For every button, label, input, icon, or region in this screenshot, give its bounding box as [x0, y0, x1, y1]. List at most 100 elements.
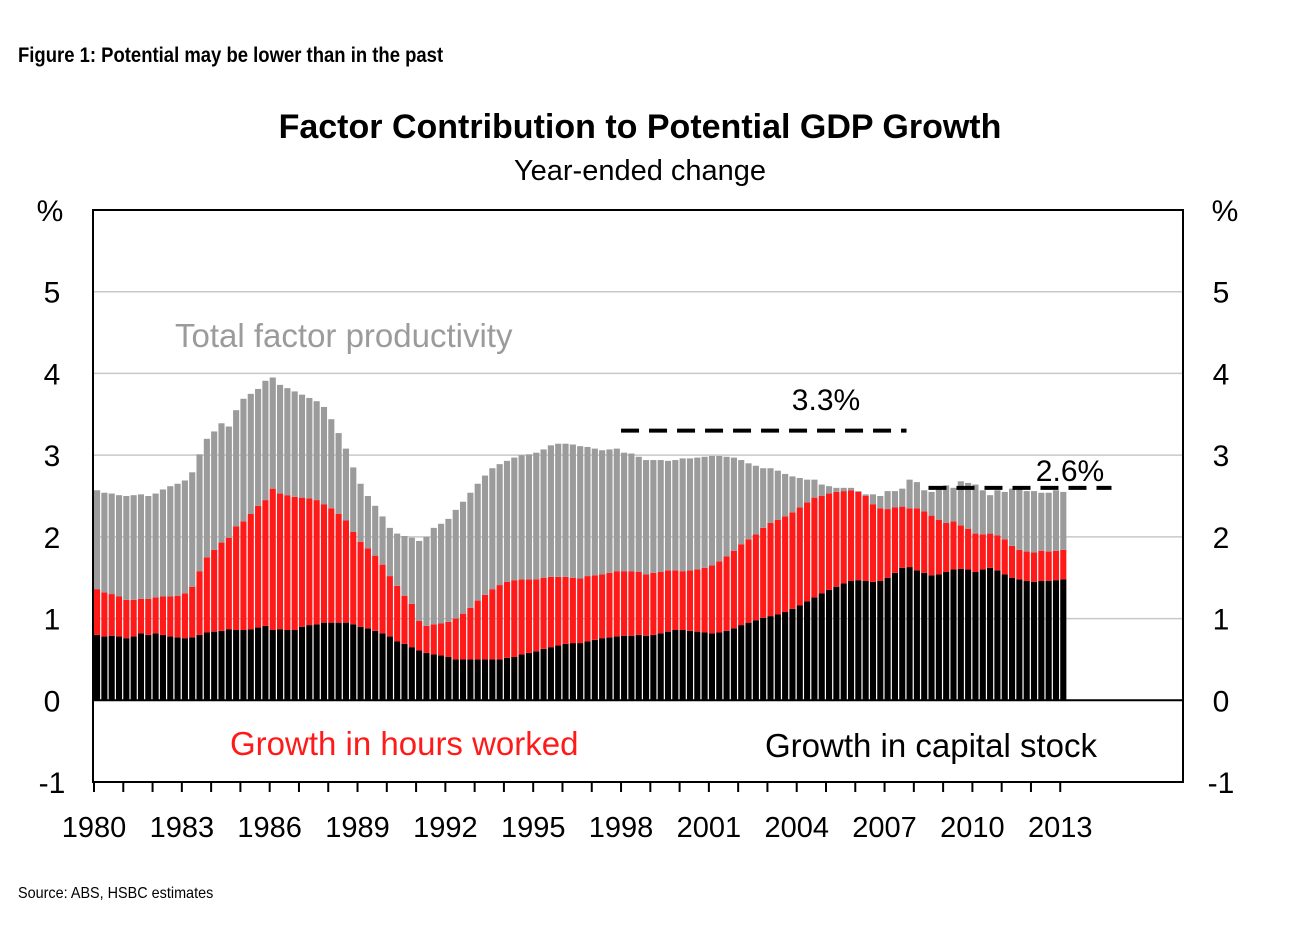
bar-tfp	[694, 457, 701, 570]
bar-capital-stock	[364, 628, 371, 701]
bar-capital-stock	[826, 589, 833, 701]
bar-hours-worked	[145, 598, 152, 635]
bar-capital-stock	[438, 655, 445, 701]
bar-tfp	[708, 455, 715, 566]
bar-hours-worked	[313, 500, 320, 625]
bar-hours-worked	[159, 596, 166, 635]
bar-hours-worked	[503, 581, 511, 658]
bar-capital-stock	[796, 605, 803, 701]
bar-tfp	[826, 486, 833, 494]
bar-tfp	[994, 490, 1001, 536]
bar-capital-stock	[269, 630, 276, 701]
bar-capital-stock	[591, 639, 598, 701]
bar-capital-stock	[233, 630, 240, 701]
bar-tfp	[320, 406, 328, 505]
bar-hours-worked	[606, 572, 613, 638]
bar-hours-worked	[657, 571, 664, 634]
axes: -1 -1 0 0 1 1 2 2 3 3 4 4 5 5 1980 1983 1986 1989 1992 1995…	[39, 277, 1235, 844]
bar-tfp	[386, 527, 393, 577]
bar-hours-worked	[167, 596, 174, 637]
bar-hours-worked	[481, 594, 489, 660]
bar-tfp	[416, 540, 423, 622]
bar-tfp	[181, 480, 188, 594]
bar-tfp	[599, 450, 606, 575]
bar-hours-worked	[591, 575, 598, 640]
bar-tfp	[760, 468, 767, 528]
bar-capital-stock	[379, 633, 386, 701]
bar-tfp	[269, 377, 276, 489]
bar-hours-worked	[562, 576, 569, 644]
bar-hours-worked	[416, 621, 423, 651]
bar-tfp	[189, 472, 196, 587]
bar-tfp	[533, 452, 540, 580]
bar-hours-worked	[496, 585, 503, 660]
bar-hours-worked	[716, 561, 723, 633]
y-tick-label-left: 5	[44, 277, 61, 310]
bar-capital-stock	[247, 629, 254, 701]
bar-hours-worked	[350, 531, 357, 625]
bar-capital-stock	[774, 614, 781, 701]
bar-hours-worked	[950, 521, 957, 570]
bar-tfp	[643, 460, 650, 575]
reference-lines: 3.3% 2.6%	[621, 384, 1112, 490]
bar-capital-stock	[320, 622, 328, 701]
bar-capital-stock	[672, 630, 679, 701]
bar-capital-stock	[211, 631, 218, 701]
bar-tfp	[262, 380, 269, 501]
bar-tfp	[701, 456, 708, 568]
bar-hours-worked	[979, 534, 986, 570]
bar-capital-stock	[240, 630, 247, 701]
bar-tfp	[913, 482, 920, 509]
bar-capital-stock	[745, 622, 752, 701]
bar-capital-stock	[298, 626, 306, 701]
bar-tfp	[628, 453, 635, 572]
bar-hours-worked	[701, 567, 708, 633]
bar-capital-stock	[1045, 580, 1052, 701]
bar-tfp	[635, 456, 642, 572]
bar-tfp	[313, 401, 320, 501]
bar-capital-stock	[701, 632, 708, 701]
bar-capital-stock	[181, 638, 188, 701]
bar-hours-worked	[650, 572, 657, 635]
bar-tfp	[401, 536, 408, 596]
bar-tfp	[664, 460, 672, 571]
bar-hours-worked	[972, 533, 979, 572]
bar-hours-worked	[1030, 552, 1038, 582]
y-tick-label-right: 3	[1213, 440, 1230, 473]
bar-capital-stock	[203, 632, 210, 701]
bar-hours-worked	[379, 564, 386, 634]
bar-hours-worked	[789, 512, 796, 609]
bar-capital-stock	[489, 659, 496, 701]
bar-hours-worked	[394, 585, 401, 642]
bar-hours-worked	[555, 576, 562, 646]
bar-hours-worked	[335, 513, 342, 623]
bar-hours-worked	[364, 548, 371, 629]
bar-capital-stock	[262, 625, 269, 701]
bar-capital-stock	[503, 657, 511, 701]
bar-capital-stock	[730, 628, 737, 701]
bar-capital-stock	[130, 636, 137, 701]
bar-hours-worked	[196, 571, 203, 635]
bar-hours-worked	[752, 534, 759, 621]
y-tick-label-left: -1	[39, 767, 66, 800]
bar-tfp	[899, 488, 906, 507]
bar-capital-stock	[255, 627, 262, 701]
reference-label: 3.3%	[792, 384, 860, 417]
bar-tfp	[277, 384, 284, 494]
x-tick-label: 1983	[150, 812, 215, 844]
bar-hours-worked	[445, 621, 452, 657]
bar-tfp	[686, 458, 694, 571]
bar-capital-stock	[159, 634, 166, 701]
bar-tfp	[489, 468, 496, 590]
bar-hours-worked	[877, 508, 884, 581]
bar-tfp	[943, 485, 950, 523]
bar-tfp	[357, 483, 364, 542]
bar-hours-worked	[306, 498, 313, 626]
bar-capital-stock	[189, 637, 196, 701]
bar-tfp	[430, 527, 437, 625]
bar-capital-stock	[657, 633, 664, 701]
bar-tfp	[1045, 492, 1052, 552]
bar-capital-stock	[408, 647, 415, 701]
bar-capital-stock	[599, 638, 606, 701]
